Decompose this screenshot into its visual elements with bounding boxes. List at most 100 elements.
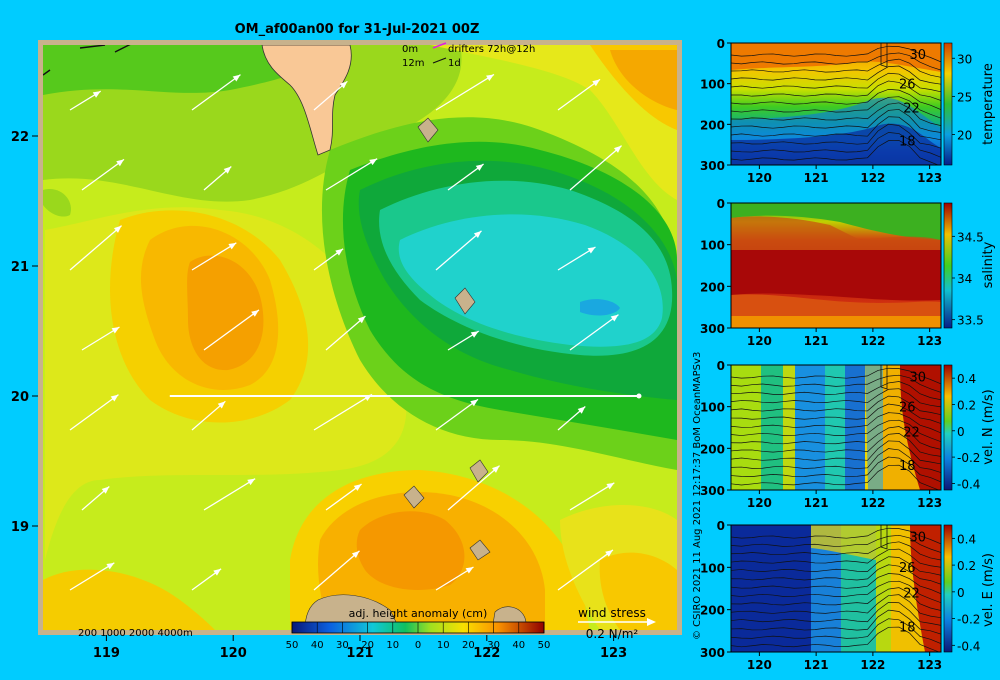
isotherm-label: 18 — [899, 621, 916, 636]
wind-stress-key: wind stress 0.2 N/m² — [578, 606, 656, 641]
map-y-tick-label: 19 — [11, 520, 29, 535]
wind-arrow — [569, 482, 615, 511]
vel-n-label: vel. N (m/s) — [981, 389, 996, 464]
legend-drifters-label: drifters 72h@12h — [448, 44, 535, 55]
isotherm — [880, 525, 888, 550]
section-cbar-tick-label: 0.2 — [957, 398, 976, 412]
isotherm-label: 30 — [910, 48, 927, 63]
wind-arrowhead — [339, 81, 348, 89]
map-y-tick-label: 20 — [11, 390, 29, 405]
section-y-tick-label: 300 — [700, 159, 725, 173]
wind-arrowhead — [247, 478, 256, 486]
height-anomaly-field — [43, 45, 677, 630]
wind-arrow — [69, 562, 115, 591]
isotherm — [731, 456, 941, 483]
isotherm — [731, 618, 941, 644]
transect-end-marker — [636, 393, 642, 399]
wind-arrowhead — [106, 562, 115, 570]
section-y-tick-label: 200 — [700, 442, 725, 456]
section-x-tick-label: 121 — [804, 334, 829, 348]
section-y-tick-label: 300 — [700, 484, 725, 498]
section-cbar-tick-label: -0.2 — [957, 451, 980, 465]
wind-arrow — [325, 315, 366, 351]
section-x-tick-label: 123 — [917, 334, 942, 348]
salinity-colorbar — [943, 202, 953, 329]
isotherm — [731, 541, 941, 561]
wind-arrow — [69, 225, 122, 271]
wind-arrowhead — [473, 230, 482, 239]
wind-arrowhead — [353, 484, 362, 491]
temperature-panel: 30 26 22 18 temperature — [730, 42, 996, 166]
wind-arrowhead — [101, 486, 110, 494]
wind-arrowhead — [610, 314, 619, 322]
section-cbar-tick-label: 30 — [957, 52, 972, 66]
salinity-frame — [730, 202, 942, 329]
section-x-tick-label: 120 — [747, 334, 772, 348]
main-colorbar: adj. height anomaly (cm) 50 40 30 20 10 0 10 20… — [286, 607, 551, 651]
vel-e-contours: 30 26 22 18 — [731, 525, 941, 652]
land-masses — [43, 45, 529, 630]
map-title: OM_af00an00 for 31-Jul-2021 00Z — [235, 22, 480, 37]
section-y-tick-label: 100 — [700, 561, 725, 575]
isotherm — [731, 419, 941, 443]
section-x-tick-label: 120 — [747, 171, 772, 185]
section-cbar-tick-label: -0.4 — [957, 477, 980, 491]
isotherm-label: 22 — [903, 586, 920, 601]
temperature-contours: 30 26 22 18 — [731, 43, 941, 165]
isotherm — [731, 89, 941, 110]
map-x-axis: 119 120 121 122 123 — [93, 635, 627, 661]
vel-n-contours: 30 26 22 18 — [731, 365, 941, 490]
main-colorbar-tick-label: 50 — [286, 640, 299, 651]
isotherm — [731, 601, 941, 626]
map-y-tick-label: 22 — [11, 130, 29, 145]
vel-e-frame — [730, 524, 942, 653]
isotherm-label: 18 — [899, 459, 916, 474]
isotherm-label: 18 — [899, 135, 916, 150]
isotherm — [731, 527, 941, 545]
wind-arrowhead — [232, 74, 241, 82]
isotherm — [731, 132, 941, 158]
section-y-tick-label: 0 — [717, 197, 725, 211]
isotherm — [731, 556, 941, 576]
isotherm — [731, 573, 941, 595]
map-x-tick-label: 122 — [473, 646, 500, 661]
main-colorbar-tick-label: 40 — [512, 640, 525, 651]
main-colorbar-label: adj. height anomaly (cm) — [349, 607, 488, 620]
wind-arrow — [557, 78, 601, 111]
isotherm — [731, 626, 940, 652]
map-x-tick-label: 120 — [220, 646, 247, 661]
section-y-tick-label: 0 — [717, 519, 725, 533]
isotherm-label: 26 — [899, 77, 916, 92]
main-colorbar-tick-label: 0 — [415, 640, 421, 651]
section-cbar-tick-label: 34.5 — [957, 230, 984, 244]
section-cbar-tick-label: 0.4 — [957, 372, 976, 386]
wind-stress-label: wind stress — [578, 606, 646, 620]
isotherm — [731, 96, 941, 119]
section-y-tick-label: 200 — [700, 280, 725, 294]
isotherm — [731, 388, 941, 408]
section-y-tick-label: 200 — [700, 604, 725, 618]
isotherm-label: 30 — [910, 530, 927, 545]
isotherm-label: 22 — [903, 425, 920, 440]
wind-arrow — [313, 393, 373, 431]
section-x-tick-label: 122 — [860, 496, 885, 510]
wind-arrow — [81, 158, 125, 191]
wind-arrowhead — [486, 74, 494, 81]
legend-1d-label: 1d — [448, 58, 461, 69]
map-x-tick-label: 119 — [93, 646, 120, 661]
wind-arrow — [191, 242, 237, 271]
salinity-field — [731, 203, 941, 328]
isotherm — [731, 609, 941, 635]
section-x-tick-label: 123 — [917, 496, 942, 510]
wind-arrow — [435, 73, 495, 111]
legend-depth-0: 0m — [402, 44, 418, 55]
isotherm — [731, 403, 941, 424]
wind-arrow — [569, 145, 622, 191]
wind-arrowhead — [587, 247, 596, 254]
wind-arrowhead — [111, 327, 120, 334]
wind-arrowhead — [369, 158, 378, 166]
wind-arrowhead — [251, 309, 259, 317]
isotherm — [731, 123, 941, 149]
